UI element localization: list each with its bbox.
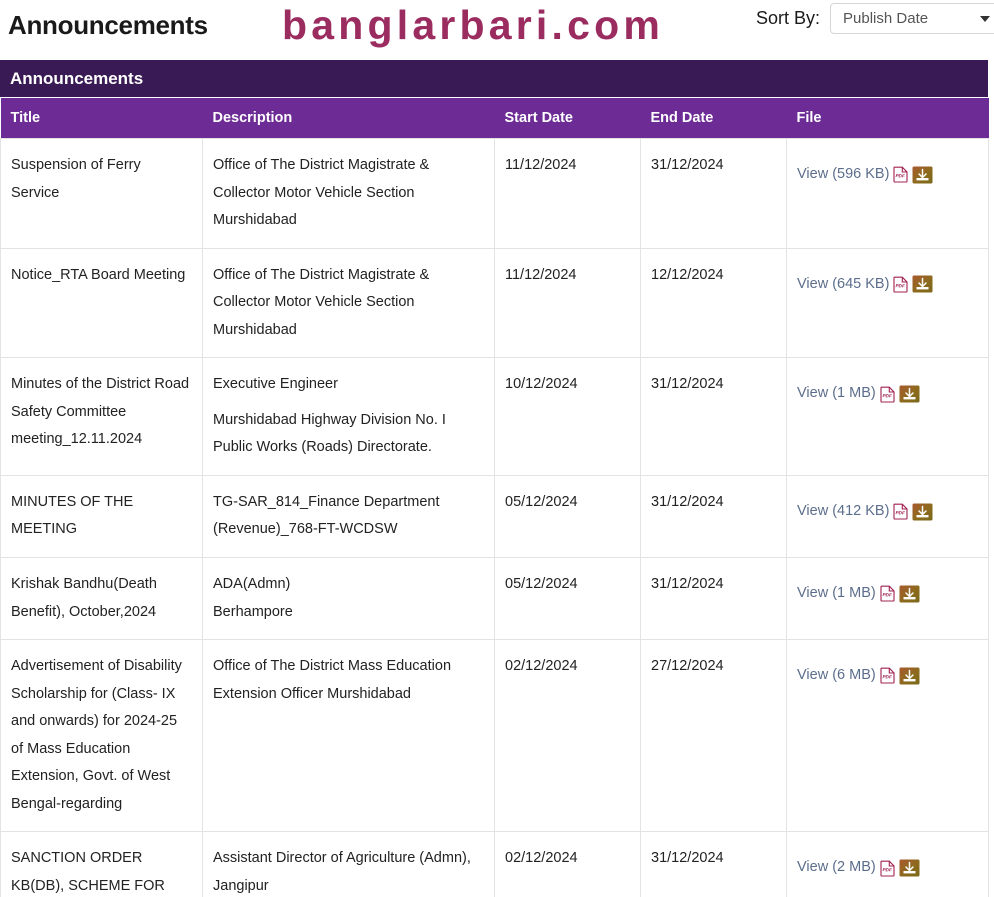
svg-text:PDF: PDF [882,592,892,597]
svg-text:PDF: PDF [896,510,906,515]
svg-text:PDF: PDF [896,173,906,178]
svg-text:PDF: PDF [882,393,892,398]
svg-text:PDF: PDF [896,283,906,288]
svg-text:PDF: PDF [882,674,892,679]
svg-text:PDF: PDF [882,867,892,872]
